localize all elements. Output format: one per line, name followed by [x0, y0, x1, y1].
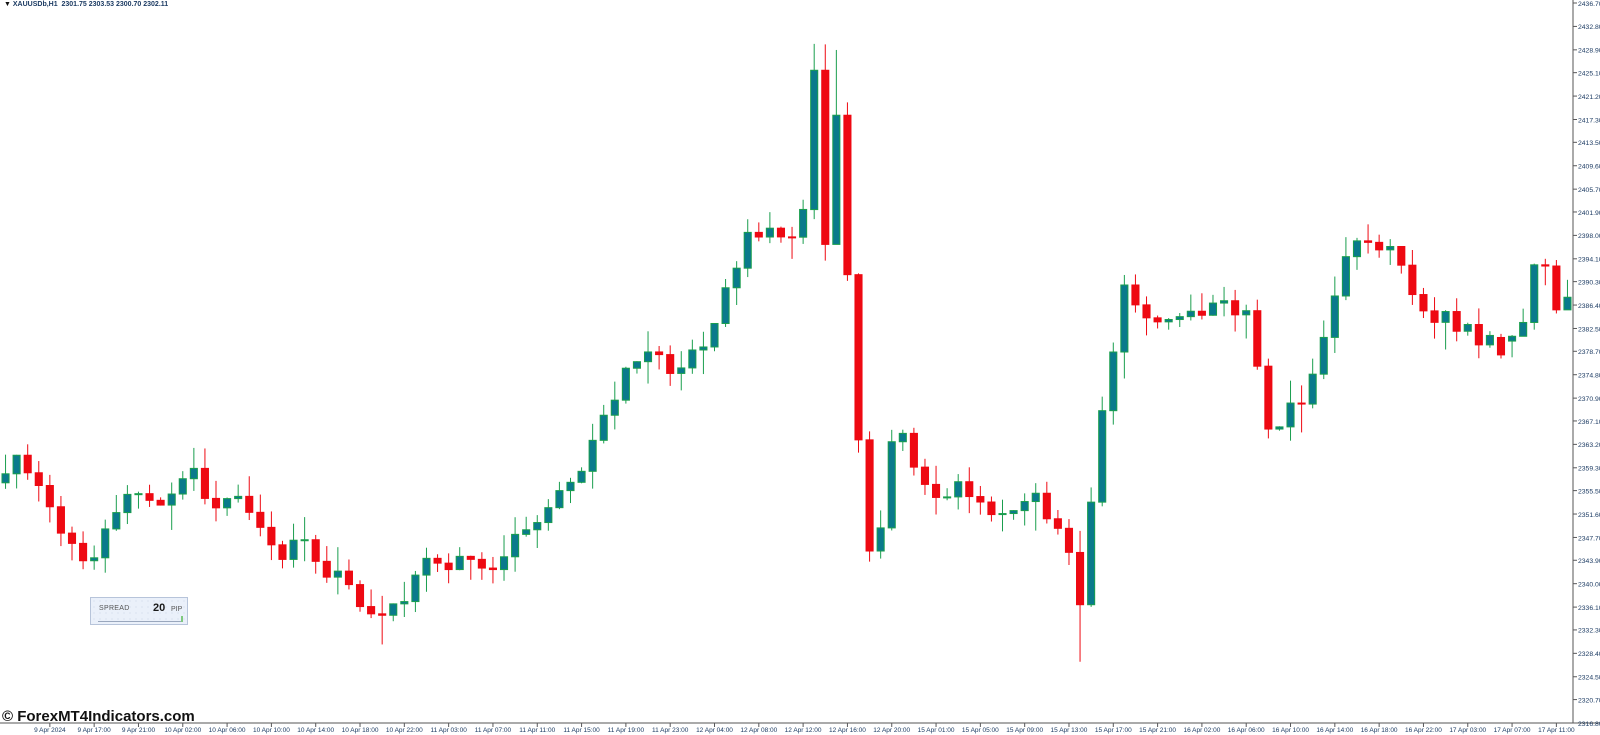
- svg-text:12 Apr 16:00: 12 Apr 16:00: [829, 727, 866, 734]
- svg-text:16 Apr 02:00: 16 Apr 02:00: [1183, 727, 1220, 734]
- svg-text:2340.00: 2340.00: [1578, 581, 1600, 588]
- svg-text:16 Apr 10:00: 16 Apr 10:00: [1272, 727, 1309, 734]
- svg-text:15 Apr 05:00: 15 Apr 05:00: [962, 727, 999, 734]
- svg-text:2336.10: 2336.10: [1578, 605, 1600, 612]
- svg-text:2367.10: 2367.10: [1578, 419, 1600, 426]
- svg-text:2324.50: 2324.50: [1578, 675, 1600, 682]
- svg-text:10 Apr 10:00: 10 Apr 10:00: [253, 727, 290, 734]
- svg-text:2382.50: 2382.50: [1578, 326, 1600, 333]
- svg-text:9 Apr 17:00: 9 Apr 17:00: [78, 727, 112, 734]
- svg-text:2370.90: 2370.90: [1578, 396, 1600, 403]
- svg-text:15 Apr 17:00: 15 Apr 17:00: [1095, 727, 1132, 734]
- svg-text:15 Apr 21:00: 15 Apr 21:00: [1139, 727, 1176, 734]
- svg-text:2409.60: 2409.60: [1578, 164, 1600, 171]
- svg-text:11 Apr 15:00: 11 Apr 15:00: [563, 727, 600, 734]
- svg-text:15 Apr 13:00: 15 Apr 13:00: [1051, 727, 1088, 734]
- svg-text:11 Apr 19:00: 11 Apr 19:00: [608, 727, 645, 734]
- svg-text:2421.20: 2421.20: [1578, 94, 1600, 101]
- svg-text:2328.40: 2328.40: [1578, 651, 1600, 658]
- svg-text:15 Apr 09:00: 15 Apr 09:00: [1006, 727, 1043, 734]
- svg-text:2390.30: 2390.30: [1578, 279, 1600, 286]
- svg-text:17 Apr 11:00: 17 Apr 11:00: [1538, 727, 1575, 734]
- svg-text:16 Apr 18:00: 16 Apr 18:00: [1361, 727, 1398, 734]
- svg-text:2428.90: 2428.90: [1578, 48, 1600, 55]
- svg-text:15 Apr 01:00: 15 Apr 01:00: [918, 727, 955, 734]
- svg-text:2316.80: 2316.80: [1578, 721, 1600, 728]
- svg-text:2432.80: 2432.80: [1578, 24, 1600, 31]
- svg-text:11 Apr 11:00: 11 Apr 11:00: [519, 727, 555, 734]
- svg-text:11 Apr 23:00: 11 Apr 23:00: [652, 727, 689, 734]
- svg-text:10 Apr 14:00: 10 Apr 14:00: [297, 727, 334, 734]
- svg-text:2320.70: 2320.70: [1578, 697, 1600, 704]
- svg-text:17 Apr 07:00: 17 Apr 07:00: [1494, 727, 1531, 734]
- svg-text:12 Apr 20:00: 12 Apr 20:00: [873, 727, 910, 734]
- svg-text:2332.30: 2332.30: [1578, 628, 1600, 635]
- svg-text:2417.30: 2417.30: [1578, 117, 1600, 124]
- svg-text:2355.50: 2355.50: [1578, 488, 1600, 495]
- svg-text:2425.10: 2425.10: [1578, 70, 1600, 77]
- svg-text:10 Apr 02:00: 10 Apr 02:00: [164, 727, 201, 734]
- svg-text:2378.70: 2378.70: [1578, 349, 1600, 356]
- svg-text:12 Apr 08:00: 12 Apr 08:00: [740, 727, 777, 734]
- svg-text:2394.10: 2394.10: [1578, 257, 1600, 264]
- svg-text:2359.30: 2359.30: [1578, 466, 1600, 473]
- svg-text:10 Apr 18:00: 10 Apr 18:00: [342, 727, 379, 734]
- svg-text:17 Apr 03:00: 17 Apr 03:00: [1449, 727, 1486, 734]
- svg-text:10 Apr 06:00: 10 Apr 06:00: [209, 727, 246, 734]
- svg-text:9 Apr 2024: 9 Apr 2024: [34, 727, 66, 734]
- svg-text:2413.50: 2413.50: [1578, 140, 1600, 147]
- svg-text:2436.70: 2436.70: [1578, 1, 1600, 8]
- svg-text:10 Apr 22:00: 10 Apr 22:00: [386, 727, 423, 734]
- svg-text:2401.90: 2401.90: [1578, 210, 1600, 217]
- svg-text:2386.40: 2386.40: [1578, 303, 1600, 310]
- svg-text:12 Apr 12:00: 12 Apr 12:00: [785, 727, 822, 734]
- svg-text:12 Apr 04:00: 12 Apr 04:00: [696, 727, 733, 734]
- svg-text:9 Apr 21:00: 9 Apr 21:00: [122, 727, 156, 734]
- svg-text:11 Apr 07:00: 11 Apr 07:00: [475, 727, 512, 734]
- svg-text:2363.20: 2363.20: [1578, 442, 1600, 449]
- svg-text:2405.70: 2405.70: [1578, 187, 1600, 194]
- svg-text:2374.80: 2374.80: [1578, 373, 1600, 380]
- svg-text:2351.60: 2351.60: [1578, 512, 1600, 519]
- svg-text:16 Apr 22:00: 16 Apr 22:00: [1405, 727, 1442, 734]
- svg-text:2347.70: 2347.70: [1578, 535, 1600, 542]
- svg-text:11 Apr 03:00: 11 Apr 03:00: [430, 727, 467, 734]
- svg-text:16 Apr 06:00: 16 Apr 06:00: [1228, 727, 1265, 734]
- svg-text:2398.00: 2398.00: [1578, 233, 1600, 240]
- svg-text:16 Apr 14:00: 16 Apr 14:00: [1316, 727, 1353, 734]
- svg-text:2343.90: 2343.90: [1578, 558, 1600, 565]
